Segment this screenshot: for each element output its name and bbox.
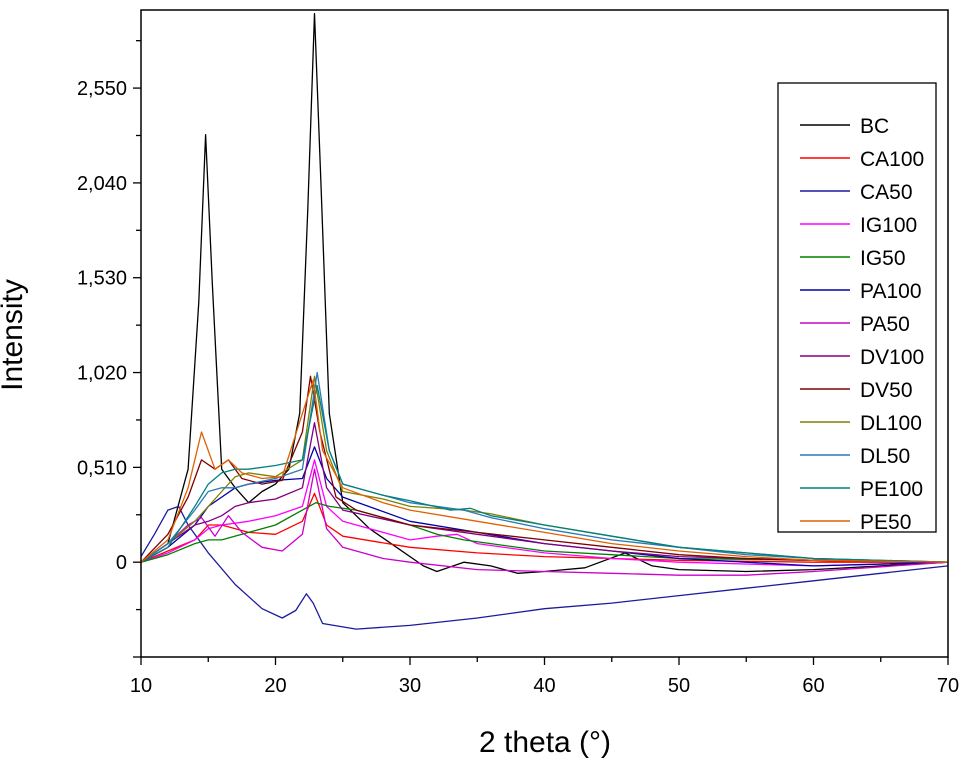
- legend-label: DL100: [860, 412, 922, 435]
- x-axis-title: 2 theta (°): [479, 726, 611, 759]
- y-axis-title: Intensity: [0, 279, 29, 391]
- legend-label: PA100: [860, 280, 922, 303]
- series-line-ca50: [140, 505, 949, 630]
- series-line-pe100: [140, 384, 949, 563]
- y-tick-label: 2,550: [77, 78, 127, 100]
- legend-label: PE50: [860, 511, 911, 534]
- legend-label: DV100: [860, 346, 924, 369]
- legend-label: PE100: [860, 478, 923, 501]
- series-line-ig100: [140, 459, 949, 567]
- y-tick-label: 0: [116, 552, 127, 574]
- x-tick-label: 50: [668, 675, 690, 697]
- plot-area: [140, 13, 949, 630]
- legend-label: CA50: [860, 181, 913, 204]
- series-line-pa50: [140, 468, 949, 576]
- x-tick-label: 60: [802, 675, 824, 697]
- series-line-pe50: [140, 379, 949, 563]
- x-tick-label: 30: [399, 675, 421, 697]
- y-tick-label: 1,530: [77, 268, 127, 290]
- legend-label: PA50: [860, 313, 910, 336]
- legend-label: BC: [860, 115, 889, 138]
- y-tick-label: 2,040: [77, 173, 127, 195]
- y-tick-label: 0,510: [77, 457, 127, 479]
- y-tick-label: 1,020: [77, 363, 127, 385]
- legend-label: IG100: [860, 214, 917, 237]
- x-tick-label: 10: [130, 675, 152, 697]
- legend-label: DV50: [860, 379, 913, 402]
- x-tick-label: 20: [264, 675, 286, 697]
- legend: BC CA100 CA50 IG100 IG50 PA100 PA50 DV100 DV50 DL…: [777, 82, 937, 534]
- legend-label: IG50: [860, 247, 906, 270]
- x-tick-label: 70: [937, 675, 959, 697]
- x-tick-label: 40: [533, 675, 555, 697]
- legend-label: DL50: [860, 445, 910, 468]
- series-line-dv100: [140, 422, 949, 563]
- axes: 10 20 30 40 50 60 70 0 0,510 1,020 1,530 2,040 2,550: [77, 9, 959, 697]
- legend-label: CA100: [860, 148, 924, 171]
- series-line-dv50: [140, 375, 949, 563]
